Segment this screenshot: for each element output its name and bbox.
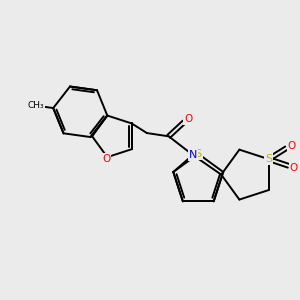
Text: O: O (290, 163, 298, 173)
Text: N: N (189, 150, 197, 160)
Text: S: S (265, 154, 272, 164)
Text: O: O (288, 141, 296, 151)
Text: O: O (102, 154, 110, 164)
Text: S: S (195, 149, 202, 159)
Text: CH₃: CH₃ (28, 101, 44, 110)
Text: O: O (184, 114, 193, 124)
